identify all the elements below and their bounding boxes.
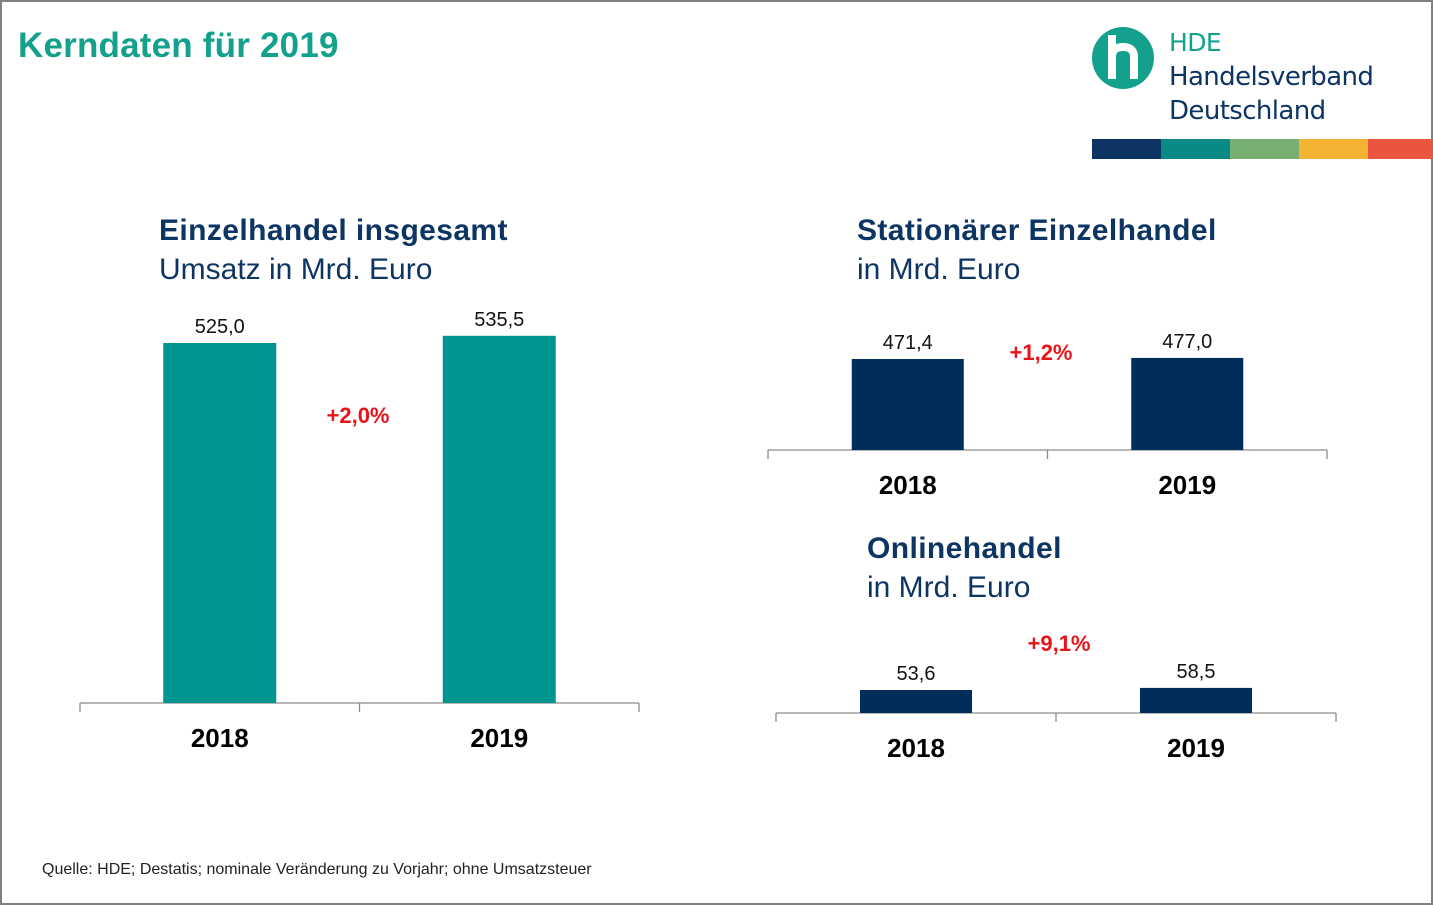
data-label: 471,4 (883, 332, 933, 354)
page-title: Kerndaten für 2019 (18, 26, 339, 65)
logo-text: HDE Handelsverband Deutschland (1169, 26, 1374, 128)
bar-2018 (163, 343, 277, 703)
logo-line2: Deutschland (1169, 96, 1326, 126)
hde-h-circle-icon (1092, 27, 1154, 89)
chart-stationaer-heading: Stationärer Einzelhandel in Mrd. Euro (857, 211, 1217, 289)
source-note: Quelle: HDE; Destatis; nominale Veränder… (42, 861, 592, 878)
chart-subtitle: Umsatz in Mrd. Euro (159, 253, 433, 286)
logo-color-stripe (1092, 139, 1433, 159)
x-tick-label: 2018 (887, 733, 945, 763)
stripe-segment (1161, 139, 1230, 159)
data-label: 58,5 (1177, 661, 1216, 683)
x-tick-label: 2018 (879, 470, 937, 500)
bar-2019 (1131, 357, 1244, 450)
chart-title: Einzelhandel insgesamt (159, 214, 508, 247)
chart-subtitle: in Mrd. Euro (857, 253, 1021, 286)
bar-2019 (1140, 687, 1252, 713)
bar-2019 (442, 335, 556, 703)
x-tick-label: 2019 (1158, 470, 1216, 500)
chart-einzelhandel-heading: Einzelhandel insgesamt Umsatz in Mrd. Eu… (159, 211, 508, 289)
data-label: 525,0 (195, 316, 245, 338)
stripe-segment (1092, 139, 1161, 159)
chart-online-heading: Onlinehandel in Mrd. Euro (867, 529, 1062, 607)
bar-2018 (860, 690, 972, 713)
stripe-segment (1368, 139, 1433, 159)
x-tick-label: 2019 (1167, 733, 1225, 763)
stripe-segment (1230, 139, 1299, 159)
change-annotation: +1,2% (1010, 340, 1073, 365)
data-label: 53,6 (897, 663, 936, 685)
chart-title: Stationärer Einzelhandel (857, 214, 1217, 247)
x-tick-label: 2019 (470, 723, 528, 753)
x-tick-label: 2018 (191, 723, 249, 753)
data-label: 535,5 (474, 309, 524, 331)
change-annotation: +2,0% (327, 403, 390, 428)
logo-abbr: HDE (1169, 28, 1222, 57)
bar-2018 (851, 359, 964, 450)
change-annotation: +9,1% (1028, 631, 1091, 656)
chart-title: Onlinehandel (867, 532, 1062, 565)
stripe-segment (1299, 139, 1368, 159)
chart-subtitle: in Mrd. Euro (867, 571, 1031, 604)
data-label: 477,0 (1162, 331, 1212, 353)
logo-line1: Handelsverband (1169, 62, 1374, 92)
